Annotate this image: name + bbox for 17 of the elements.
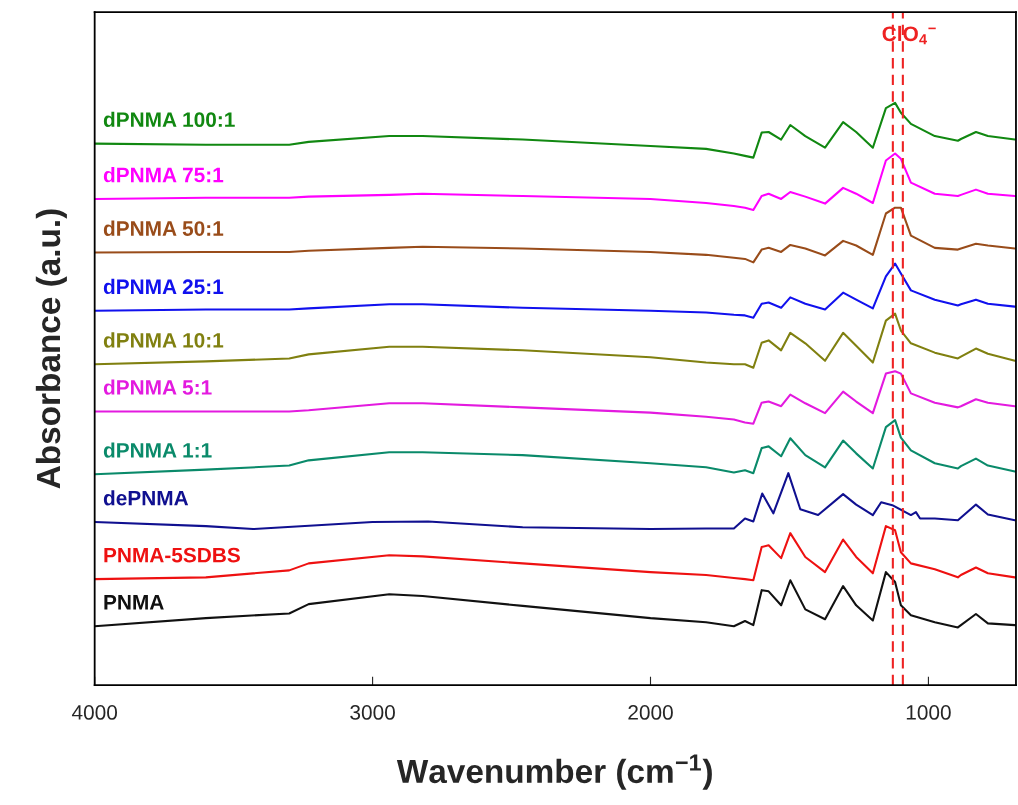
x-tick-label: 1000 (906, 705, 951, 720)
x-axis-title: Wavenumber (cm$^{−1}$) (396, 754, 712, 790)
series-label: dPNMA 1:1 (103, 442, 212, 458)
series-label: dPNMA 75:1 (103, 167, 224, 183)
ref-line-label: ClO$_{4}$$^{−}$ (882, 25, 936, 45)
series-label: dPNMA 10:1 (103, 332, 224, 348)
x-tick-label: 3000 (350, 705, 395, 720)
series-label: PNMA-5SDBS (104, 547, 240, 563)
series-label: dPNMA 25:1 (103, 278, 224, 295)
series-label: PNMA (104, 595, 164, 610)
y-axis-title: Absorbance (a.u.) (35, 209, 67, 489)
x-tick-label: 4000 (71, 705, 118, 720)
series-label: dPNMA 100:1 (103, 111, 235, 128)
series-label: dPNMA 50:1 (103, 220, 224, 236)
series-label: dPNMA 5:1 (103, 379, 212, 395)
series-label: dePNMA (103, 490, 189, 506)
x-tick-label: 2000 (628, 705, 673, 720)
